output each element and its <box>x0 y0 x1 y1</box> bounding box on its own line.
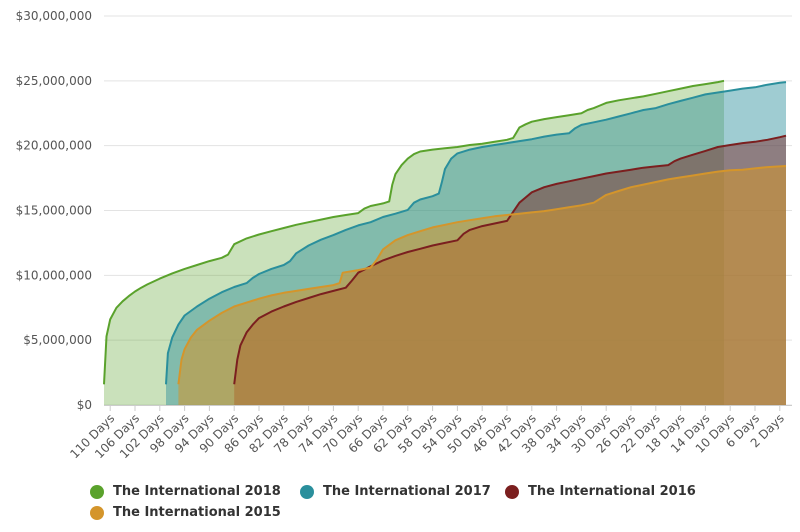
axes <box>104 405 792 411</box>
legend-item-ti2016[interactable]: The International 2016 <box>505 484 696 499</box>
y-tick-label: $30,000,000 <box>16 9 92 23</box>
y-tick-label: $15,000,000 <box>16 204 92 218</box>
legend-item-ti2018[interactable]: The International 2018 <box>90 484 281 499</box>
series-line-1[interactable] <box>233 134 787 385</box>
legend-marker-ti2018-icon <box>90 484 104 499</box>
series-line-2[interactable] <box>165 81 787 385</box>
legend-marker-ti2015-icon <box>90 505 104 520</box>
legend-label-ti2018: The International 2018 <box>113 484 281 499</box>
y-tick-label: $0 <box>77 398 92 412</box>
legend-item-ti2017[interactable]: The International 2017 <box>300 484 491 499</box>
series-area-0 <box>178 166 786 405</box>
y-tick-label: $20,000,000 <box>16 139 92 153</box>
series-line-3[interactable] <box>103 79 725 385</box>
legend-marker-ti2017-icon <box>300 484 314 499</box>
y-axis-tick-labels: $0 $5,000,000 $10,000,000 $15,000,000 $20,00… <box>16 9 92 412</box>
series-line-0[interactable] <box>177 165 787 385</box>
series-lines <box>103 79 787 385</box>
y-tick-label: $10,000,000 <box>16 268 92 282</box>
series-areas <box>104 80 786 406</box>
legend-label-ti2016: The International 2016 <box>528 484 696 499</box>
legend-label-ti2017: The International 2017 <box>323 484 491 499</box>
y-tick-label: $25,000,000 <box>16 74 92 88</box>
legend-label-ti2015: The International 2015 <box>113 505 281 520</box>
legend-marker-ti2016-icon <box>505 484 519 499</box>
y-tick-label: $5,000,000 <box>23 333 92 347</box>
legend-item-ti2015[interactable]: The International 2015 <box>90 505 281 520</box>
